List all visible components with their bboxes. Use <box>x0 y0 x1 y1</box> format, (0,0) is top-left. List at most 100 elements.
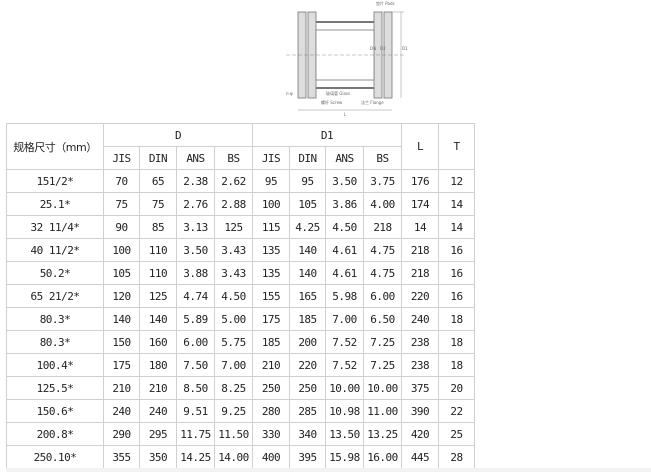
value-cell: 2.88 <box>214 192 253 216</box>
value-cell: 6.00 <box>176 330 215 354</box>
value-cell: 9.25 <box>214 399 253 423</box>
value-cell: 11.00 <box>363 399 402 423</box>
table-row: 100.4* 175 180 7.50 7.00 210 220 7.52 7.25 238 18 <box>6 353 475 377</box>
value-cell: 5.98 <box>325 284 364 308</box>
table-body: 151/2* 70 65 2.38 2.62 95 95 3.50 3.75 176 12 25.1*… <box>6 169 475 469</box>
value-cell: 350 <box>139 445 177 469</box>
value-cell: 135 <box>252 261 290 285</box>
value-cell: 5.89 <box>176 307 215 331</box>
value-cell: 340 <box>289 422 326 446</box>
value-cell: 165 <box>289 284 326 308</box>
value-cell: 150 <box>103 330 140 354</box>
value-cell: 2.62 <box>214 169 253 193</box>
value-cell: 4.61 <box>325 238 364 262</box>
value-cell: 3.50 <box>325 169 364 193</box>
subheader-cell: BS <box>214 146 253 170</box>
subheader-cell: DIN <box>289 146 326 170</box>
value-cell: 20 <box>438 376 475 400</box>
value-cell: 7.52 <box>325 353 364 377</box>
value-cell: 218 <box>401 238 439 262</box>
value-cell: 238 <box>401 330 439 354</box>
spec-cell: 80.3* <box>6 307 104 331</box>
value-cell: 6.50 <box>363 307 402 331</box>
col-header-l: L <box>401 123 439 170</box>
value-cell: 14 <box>438 192 475 216</box>
value-cell: 11.75 <box>176 422 215 446</box>
value-cell: 218 <box>401 261 439 285</box>
value-cell: 75 <box>103 192 140 216</box>
group-header-d1: D1 <box>252 123 402 147</box>
spec-cell: 40 11/2* <box>6 238 104 262</box>
value-cell: 65 <box>139 169 177 193</box>
value-cell: 135 <box>252 238 290 262</box>
value-cell: 390 <box>401 399 439 423</box>
value-cell: 140 <box>139 307 177 331</box>
label-d1: D1 <box>402 46 408 51</box>
value-cell: 5.00 <box>214 307 253 331</box>
value-cell: 70 <box>103 169 140 193</box>
value-cell: 75 <box>139 192 177 216</box>
spec-cell: 65 21/2* <box>6 284 104 308</box>
value-cell: 355 <box>103 445 140 469</box>
value-cell: 175 <box>252 307 290 331</box>
table-row: 250.10* 355 350 14.25 14.00 400 395 15.98 16.00 4… <box>6 445 475 469</box>
label-holes: n-φ <box>286 91 293 96</box>
spec-cell: 250.10* <box>6 445 104 469</box>
value-cell: 14 <box>401 215 439 239</box>
table-row: 50.2* 105 110 3.88 3.43 135 140 4.61 4.75 218 16 <box>6 261 475 285</box>
value-cell: 3.43 <box>214 261 253 285</box>
value-cell: 238 <box>401 353 439 377</box>
table-row: 125.5* 210 210 8.50 8.25 250 250 10.00 10.00 375 2… <box>6 376 475 400</box>
value-cell: 4.50 <box>214 284 253 308</box>
spec-cell: 150.6* <box>6 399 104 423</box>
table-row: 40 11/2* 100 110 3.50 3.43 135 140 4.61 4.75 218 1… <box>6 238 475 262</box>
value-cell: 16 <box>438 238 475 262</box>
label-screw: 螺杆 Screw <box>321 99 343 105</box>
value-cell: 4.25 <box>289 215 326 239</box>
value-cell: 250 <box>252 376 290 400</box>
value-cell: 3.43 <box>214 238 253 262</box>
value-cell: 14.00 <box>214 445 253 469</box>
value-cell: 110 <box>139 261 177 285</box>
value-cell: 85 <box>139 215 177 239</box>
value-cell: 4.74 <box>176 284 215 308</box>
table-row: 80.3* 150 160 6.00 5.75 185 200 7.52 7.25 238 18 <box>6 330 475 354</box>
value-cell: 3.75 <box>363 169 402 193</box>
value-cell: 218 <box>363 215 402 239</box>
value-cell: 200 <box>289 330 326 354</box>
value-cell: 285 <box>289 399 326 423</box>
header-row: 规格尺寸（mm） D D1 L T <box>6 123 475 170</box>
value-cell: 160 <box>139 330 177 354</box>
value-cell: 174 <box>401 192 439 216</box>
value-cell: 22 <box>438 399 475 423</box>
value-cell: 7.25 <box>363 330 402 354</box>
value-cell: 13.25 <box>363 422 402 446</box>
value-cell: 120 <box>103 284 140 308</box>
value-cell: 8.50 <box>176 376 215 400</box>
value-cell: 18 <box>438 330 475 354</box>
table-row: 150.6* 240 240 9.51 9.25 280 285 10.98 11.00 390 2… <box>6 399 475 423</box>
value-cell: 90 <box>103 215 140 239</box>
subheader-cell: DIN <box>139 146 177 170</box>
table-row: 32 11/4* 90 85 3.13 125 115 4.25 4.50 218 14 14 <box>6 215 475 239</box>
value-cell: 295 <box>139 422 177 446</box>
value-cell: 280 <box>252 399 290 423</box>
value-cell: 11.50 <box>214 422 253 446</box>
table-row: 80.3* 140 140 5.89 5.00 175 185 7.00 6.50 240 18 <box>6 307 475 331</box>
label-pads: 垫片 Pads <box>376 0 395 6</box>
value-cell: 4.75 <box>363 238 402 262</box>
value-cell: 4.00 <box>363 192 402 216</box>
value-cell: 220 <box>289 353 326 377</box>
subheader-cell: ANS <box>176 146 215 170</box>
value-cell: 115 <box>252 215 290 239</box>
value-cell: 210 <box>139 376 177 400</box>
value-cell: 16.00 <box>363 445 402 469</box>
value-cell: 140 <box>289 261 326 285</box>
value-cell: 2.38 <box>176 169 215 193</box>
spec-cell: 80.3* <box>6 330 104 354</box>
spec-header: 规格尺寸（mm） <box>6 123 104 170</box>
value-cell: 5.75 <box>214 330 253 354</box>
value-cell: 16 <box>438 284 475 308</box>
value-cell: 125 <box>214 215 253 239</box>
value-cell: 125 <box>139 284 177 308</box>
